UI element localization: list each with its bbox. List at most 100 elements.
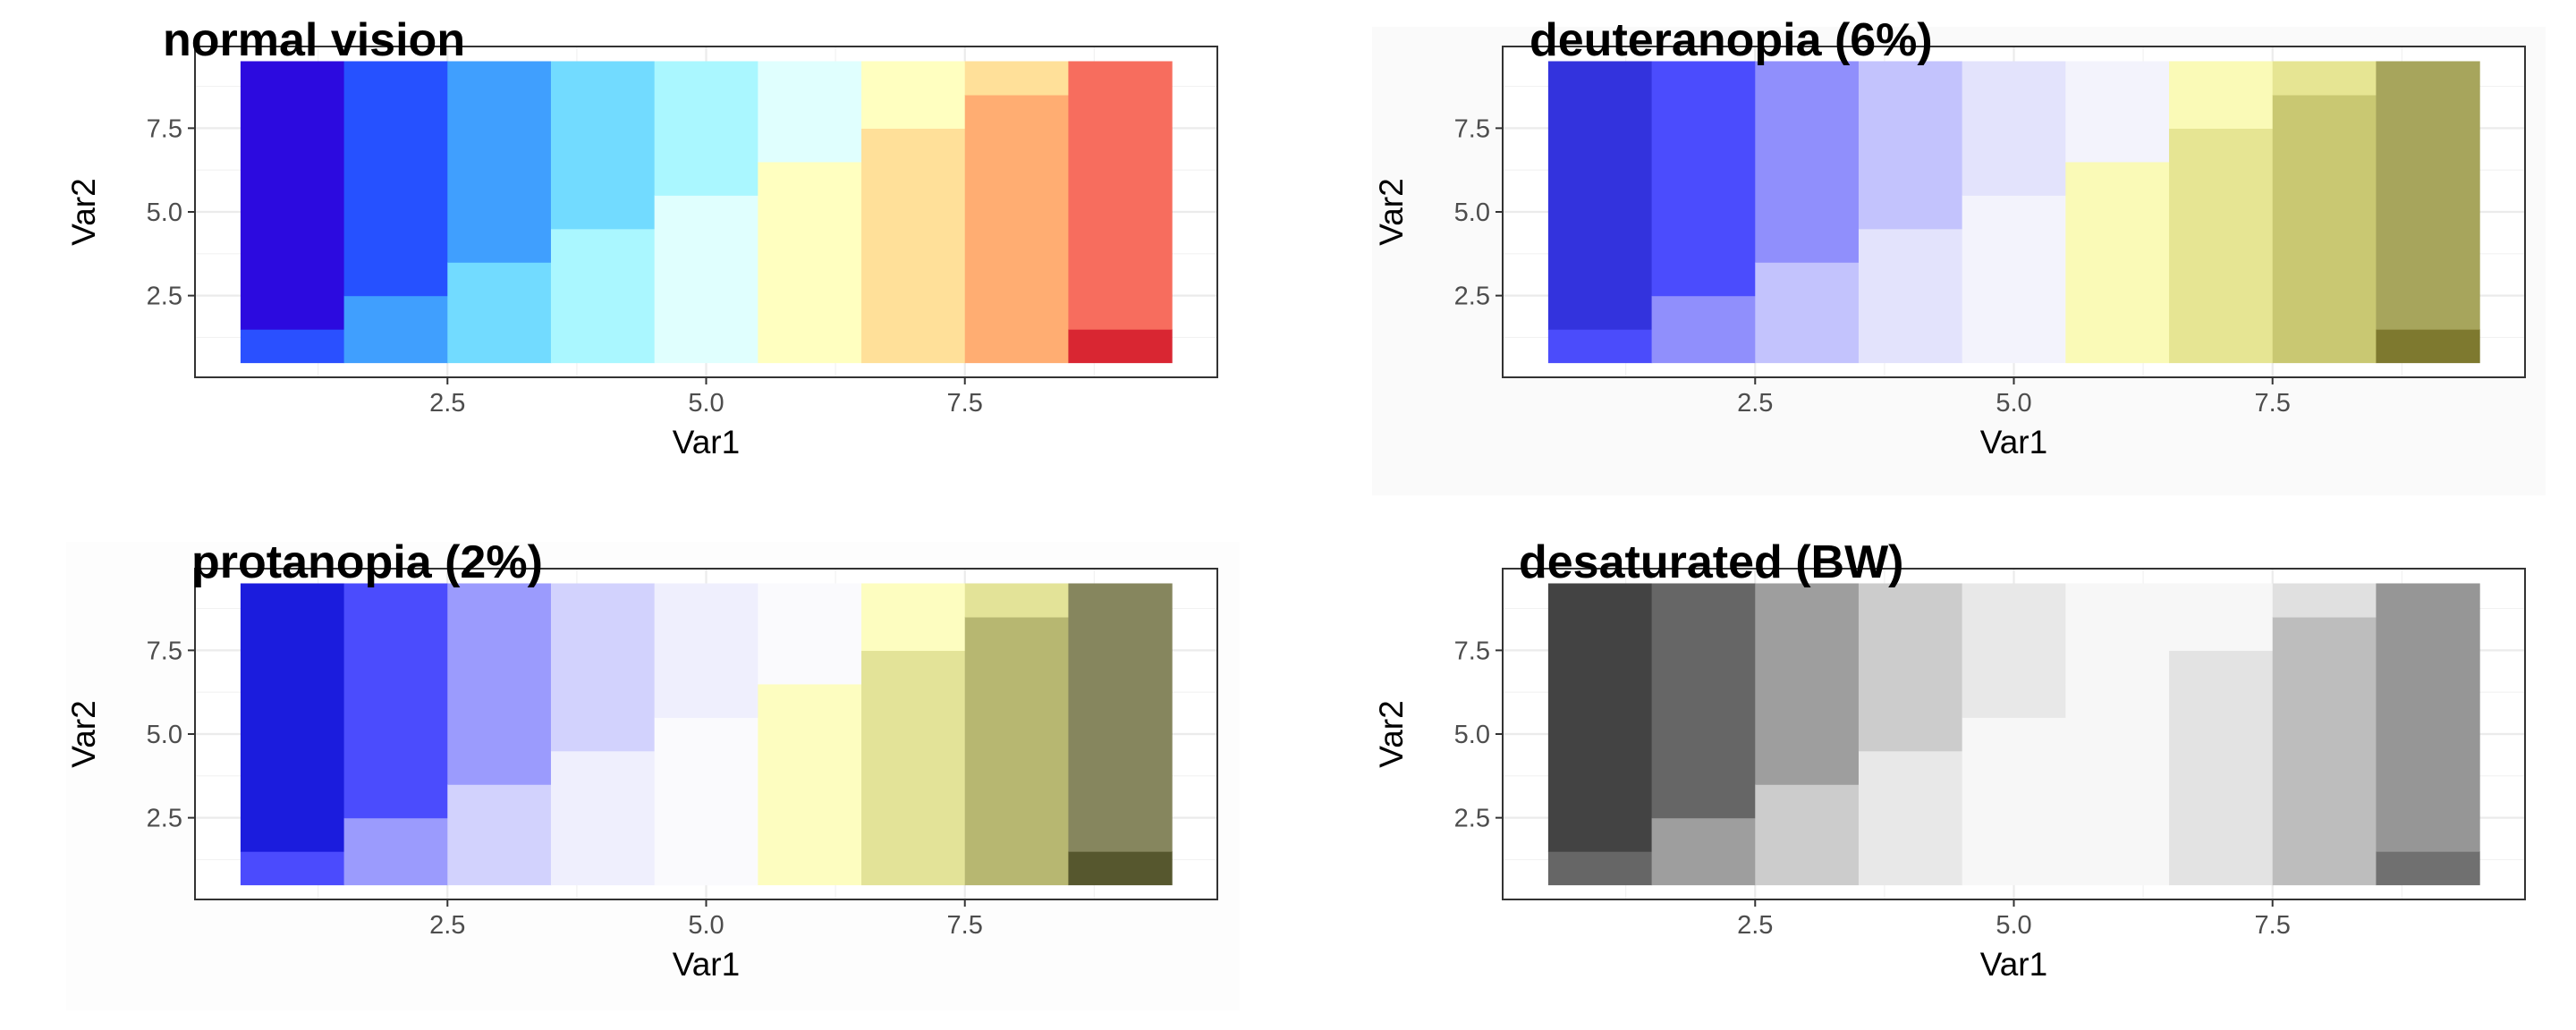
y-tick-label: 2.5 [1454,283,1490,311]
heatmap-tile [447,61,552,263]
heatmap-tile [1547,329,1653,364]
heatmap-tile [861,61,966,129]
heatmap-tile [240,583,345,852]
x-tick-label: 5.0 [688,389,724,418]
y-tick-label: 7.5 [1454,114,1490,143]
heatmap-tile [1962,717,2066,886]
heatmap-tile [1651,61,1756,297]
heatmap-tile [2376,329,2480,364]
heatmap-tile [343,583,448,819]
heatmap-tile [1858,228,1963,364]
heatmap-tile [240,61,345,330]
heatmap-tile [550,228,656,364]
panel-desaturated: 2.5 5.0 7.5 2.5 5.0 7.5 Var1 Var2 desaturated (B… [1288,515,2576,1030]
panel-title: deuteranopia (6%) [1530,14,1933,66]
heatmap-tile [964,61,1070,96]
heatmap-tile [1068,329,1173,364]
heatmap-tile [447,583,552,785]
x-tick-label: 7.5 [2255,911,2291,940]
y-axis-title: Var2 [1373,700,1410,767]
heatmap-tile [2065,683,2170,886]
panel-deuteranopia: 2.5 5.0 7.5 2.5 5.0 7.5 Var1 Var2 deuteranopia (… [1372,14,2546,495]
heatmap-tile [2272,61,2377,96]
heatmap-tile [550,583,656,752]
heatmap-tile [1651,817,1756,886]
heatmap-tile [2065,583,2170,685]
heatmap-tile [861,583,966,651]
x-tick-label: 5.0 [688,911,724,940]
panel-protanopia: 2.5 5.0 7.5 2.5 5.0 7.5 Var1 Var2 protanopia (2%… [65,536,1240,1010]
heatmap-tile [550,750,656,886]
x-tick-label: 2.5 [1737,389,1773,418]
heatmap-tile [2065,161,2170,364]
panel-title: protanopia (2%) [191,536,543,588]
heatmap-tile [2376,851,2480,886]
y-tick-label: 2.5 [147,283,182,311]
heatmap-tile [758,161,862,364]
heatmap-tile [654,61,758,196]
y-tick-label: 5.0 [1454,721,1490,749]
heatmap-tile [2169,128,2274,364]
heatmap-tile [654,717,758,886]
heatmap-tile [1755,262,1860,364]
heatmap-tile [1547,61,1653,330]
heatmap-tile [2169,583,2274,651]
x-axis-title: Var1 [1980,946,2047,983]
x-axis-title: Var1 [673,946,740,983]
y-tick-label: 5.0 [147,198,182,227]
heatmap-tile [1068,61,1173,330]
heatmap-tile [758,683,862,886]
heatmap-tile [240,329,345,364]
y-axis-title: Var2 [1373,178,1410,245]
y-tick-label: 2.5 [147,805,182,833]
heatmap-tile [1755,61,1860,263]
heatmap-tile [861,650,966,886]
heatmap-tile [2065,61,2170,163]
x-tick-label: 2.5 [429,389,465,418]
heatmap-tile [2169,650,2274,886]
heatmap-tile [2376,583,2480,852]
heatmap-tile [1962,583,2066,718]
y-axis-title: Var2 [65,178,102,245]
y-tick-label: 7.5 [1454,637,1490,665]
panel-title: normal vision [163,14,465,66]
heatmap-tile [1755,784,1860,886]
panel-title: desaturated (BW) [1519,536,1903,588]
panel-normal-vision: 2.5 5.0 7.5 2.5 5.0 7.5 Var1 Var2 normal vision [0,0,1288,515]
y-tick-label: 7.5 [147,637,182,665]
heatmap-tile [550,61,656,230]
heatmap-tile [1755,583,1860,785]
x-tick-label: 5.0 [1996,911,2031,940]
heatmap-tile [2376,61,2480,330]
y-tick-label: 5.0 [147,721,182,749]
heatmap-tile [1858,750,1963,886]
heatmap-tile [343,817,448,886]
heatmap-tile [964,94,1070,364]
y-tick-label: 2.5 [1454,805,1490,833]
heatmap-tile [654,195,758,364]
x-axis-title: Var1 [673,424,740,460]
y-tick-label: 5.0 [1454,198,1490,227]
heatmap-tile [1068,583,1173,852]
x-tick-label: 5.0 [1996,389,2031,418]
heatmap-tile [2272,583,2377,618]
x-tick-label: 7.5 [947,911,983,940]
heatmap-tile [758,583,862,685]
x-tick-label: 2.5 [429,911,465,940]
heatmap-tile [2169,61,2274,129]
heatmap-tile [654,583,758,718]
heatmap-tile [447,262,552,364]
heatmap-tile [2272,616,2377,886]
heatmap-tile [343,295,448,364]
heatmap-tile [758,61,862,163]
heatmap-tile [1858,583,1963,752]
y-tick-label: 7.5 [147,114,182,143]
y-axis-title: Var2 [65,700,102,767]
heatmap-tile [447,784,552,886]
heatmap-tile [1651,583,1756,819]
heatmap-tile [1858,61,1963,230]
x-axis-title: Var1 [1980,424,2047,460]
x-tick-label: 7.5 [947,389,983,418]
heatmap-tile [964,583,1070,618]
heatmap-tile [343,61,448,297]
